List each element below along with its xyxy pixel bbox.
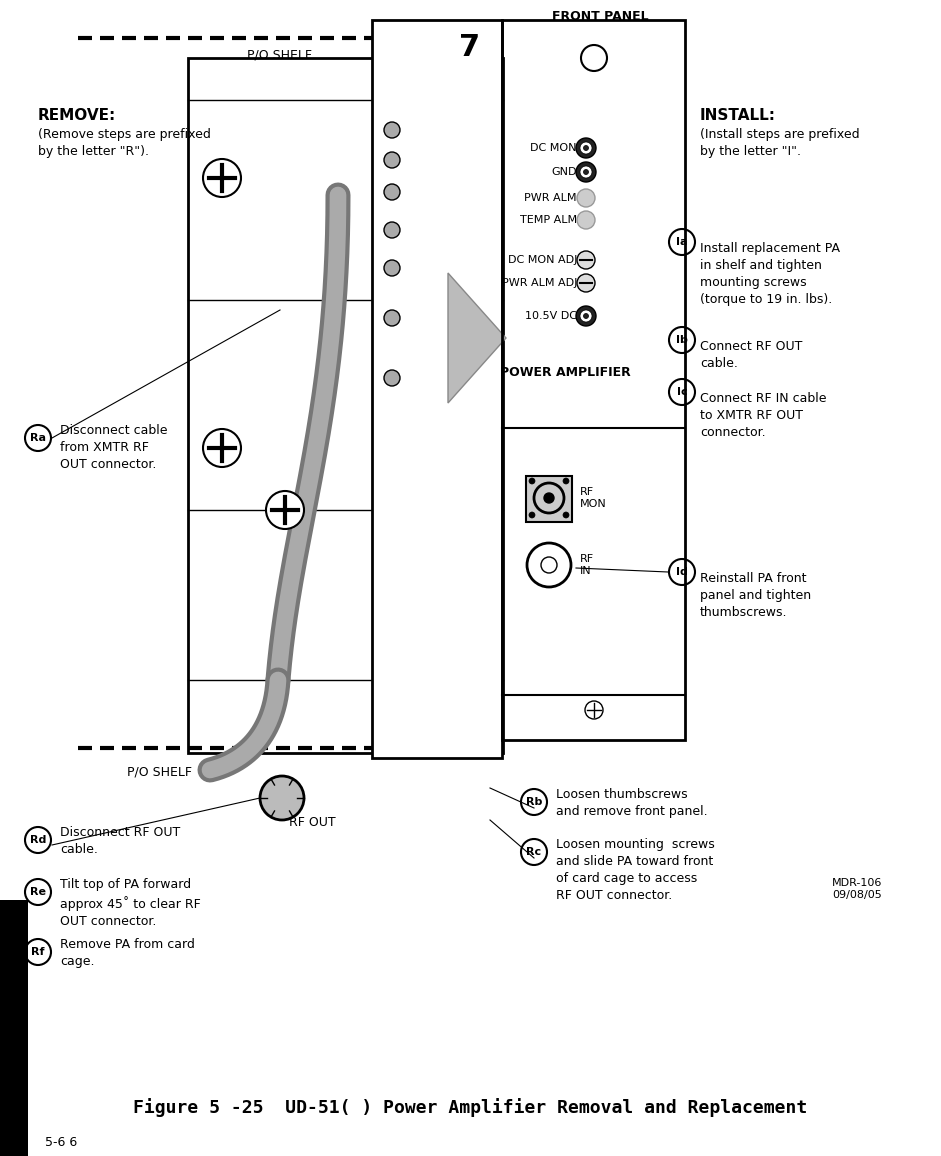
Circle shape: [384, 151, 400, 168]
Text: TEMP ALM: TEMP ALM: [519, 215, 577, 225]
Text: Rc: Rc: [526, 847, 542, 857]
Bar: [526, 476, 572, 523]
Circle shape: [384, 310, 400, 326]
Text: Reinstall PA front
panel and tighten
thumbscrews.: Reinstall PA front panel and tighten thu…: [700, 572, 811, 618]
Circle shape: [580, 166, 592, 178]
Bar: [0, 901, 28, 1055]
Text: Tilt top of PA forward
approx 45˚ to clear RF
OUT connector.: Tilt top of PA forward approx 45˚ to cle…: [60, 879, 200, 928]
Bar: [372, 20, 502, 758]
Text: 5-6 6: 5-6 6: [45, 1135, 77, 1149]
Circle shape: [384, 222, 400, 238]
Circle shape: [583, 170, 588, 175]
Circle shape: [384, 370, 400, 386]
Circle shape: [580, 142, 592, 154]
Circle shape: [583, 313, 588, 319]
Circle shape: [384, 123, 400, 138]
Text: (Remove steps are prefixed
by the letter "R").: (Remove steps are prefixed by the letter…: [38, 128, 211, 158]
Text: PWR ALM ADJ: PWR ALM ADJ: [502, 277, 577, 288]
Circle shape: [563, 477, 569, 484]
Text: Install replacement PA
in shelf and tighten
mounting screws
(torque to 19 in. lb: Install replacement PA in shelf and tigh…: [700, 242, 840, 306]
Text: INSTALL:: INSTALL:: [700, 108, 776, 123]
Text: POWER AMPLIFIER: POWER AMPLIFIER: [500, 365, 630, 378]
Text: RF
MON: RF MON: [580, 487, 607, 509]
Circle shape: [576, 138, 596, 158]
Circle shape: [384, 260, 400, 276]
Text: Connect RF IN cable
to XMTR RF OUT
connector.: Connect RF IN cable to XMTR RF OUT conne…: [700, 392, 826, 439]
Text: Rd: Rd: [30, 835, 46, 845]
Circle shape: [576, 306, 596, 326]
Bar: [502, 20, 685, 740]
Bar: [0, 1050, 28, 1156]
Circle shape: [266, 491, 304, 529]
Bar: [188, 58, 503, 753]
Circle shape: [563, 512, 569, 518]
Text: RF OUT: RF OUT: [289, 815, 335, 829]
Text: 7: 7: [459, 34, 481, 62]
Text: Rb: Rb: [526, 796, 542, 807]
Circle shape: [577, 274, 595, 292]
Text: Disconnect RF OUT
cable.: Disconnect RF OUT cable.: [60, 827, 181, 855]
Text: Remove PA from card
cage.: Remove PA from card cage.: [60, 938, 195, 968]
Text: Disconnect cable
from XMTR RF
OUT connector.: Disconnect cable from XMTR RF OUT connec…: [60, 424, 167, 470]
Text: Re: Re: [30, 887, 46, 897]
Text: Loosen thumbscrews
and remove front panel.: Loosen thumbscrews and remove front pane…: [556, 788, 708, 818]
Text: Ia: Ia: [677, 237, 688, 247]
Text: PWR ALM: PWR ALM: [524, 193, 577, 203]
Circle shape: [577, 212, 595, 229]
Text: MDR-106
09/08/05: MDR-106 09/08/05: [832, 879, 882, 899]
Circle shape: [544, 492, 554, 503]
Circle shape: [583, 146, 588, 150]
Text: Id: Id: [676, 566, 688, 577]
Circle shape: [384, 184, 400, 200]
Circle shape: [577, 251, 595, 269]
Text: Loosen mounting  screws
and slide PA toward front
of card cage to access
RF OUT : Loosen mounting screws and slide PA towa…: [556, 838, 715, 902]
Circle shape: [260, 776, 304, 820]
Text: Rf: Rf: [31, 947, 45, 957]
Circle shape: [580, 310, 592, 323]
Text: Ra: Ra: [30, 434, 46, 443]
Circle shape: [203, 429, 241, 467]
Text: REMOVE:: REMOVE:: [38, 108, 117, 123]
Circle shape: [576, 162, 596, 181]
Text: Connect RF OUT
cable.: Connect RF OUT cable.: [700, 340, 803, 370]
Text: Ic: Ic: [677, 387, 687, 397]
Text: RF
IN: RF IN: [580, 554, 594, 576]
Text: DC MON: DC MON: [531, 143, 577, 153]
Circle shape: [577, 188, 595, 207]
Text: P/O SHELF: P/O SHELF: [127, 765, 193, 778]
Text: (Install steps are prefixed
by the letter "I".: (Install steps are prefixed by the lette…: [700, 128, 860, 158]
Polygon shape: [448, 273, 506, 403]
Text: GND: GND: [551, 166, 577, 177]
Text: Figure 5 -25  UD-51( ) Power Amplifier Removal and Replacement: Figure 5 -25 UD-51( ) Power Amplifier Re…: [133, 1098, 807, 1118]
Text: Ib: Ib: [676, 335, 688, 344]
Circle shape: [529, 512, 535, 518]
Text: P/O SHELF: P/O SHELF: [247, 49, 312, 61]
Text: DC MON ADJ: DC MON ADJ: [507, 255, 577, 265]
Text: FRONT PANEL: FRONT PANEL: [551, 10, 648, 23]
Text: 10.5V DC: 10.5V DC: [525, 311, 577, 321]
Circle shape: [203, 160, 241, 197]
Circle shape: [529, 477, 535, 484]
